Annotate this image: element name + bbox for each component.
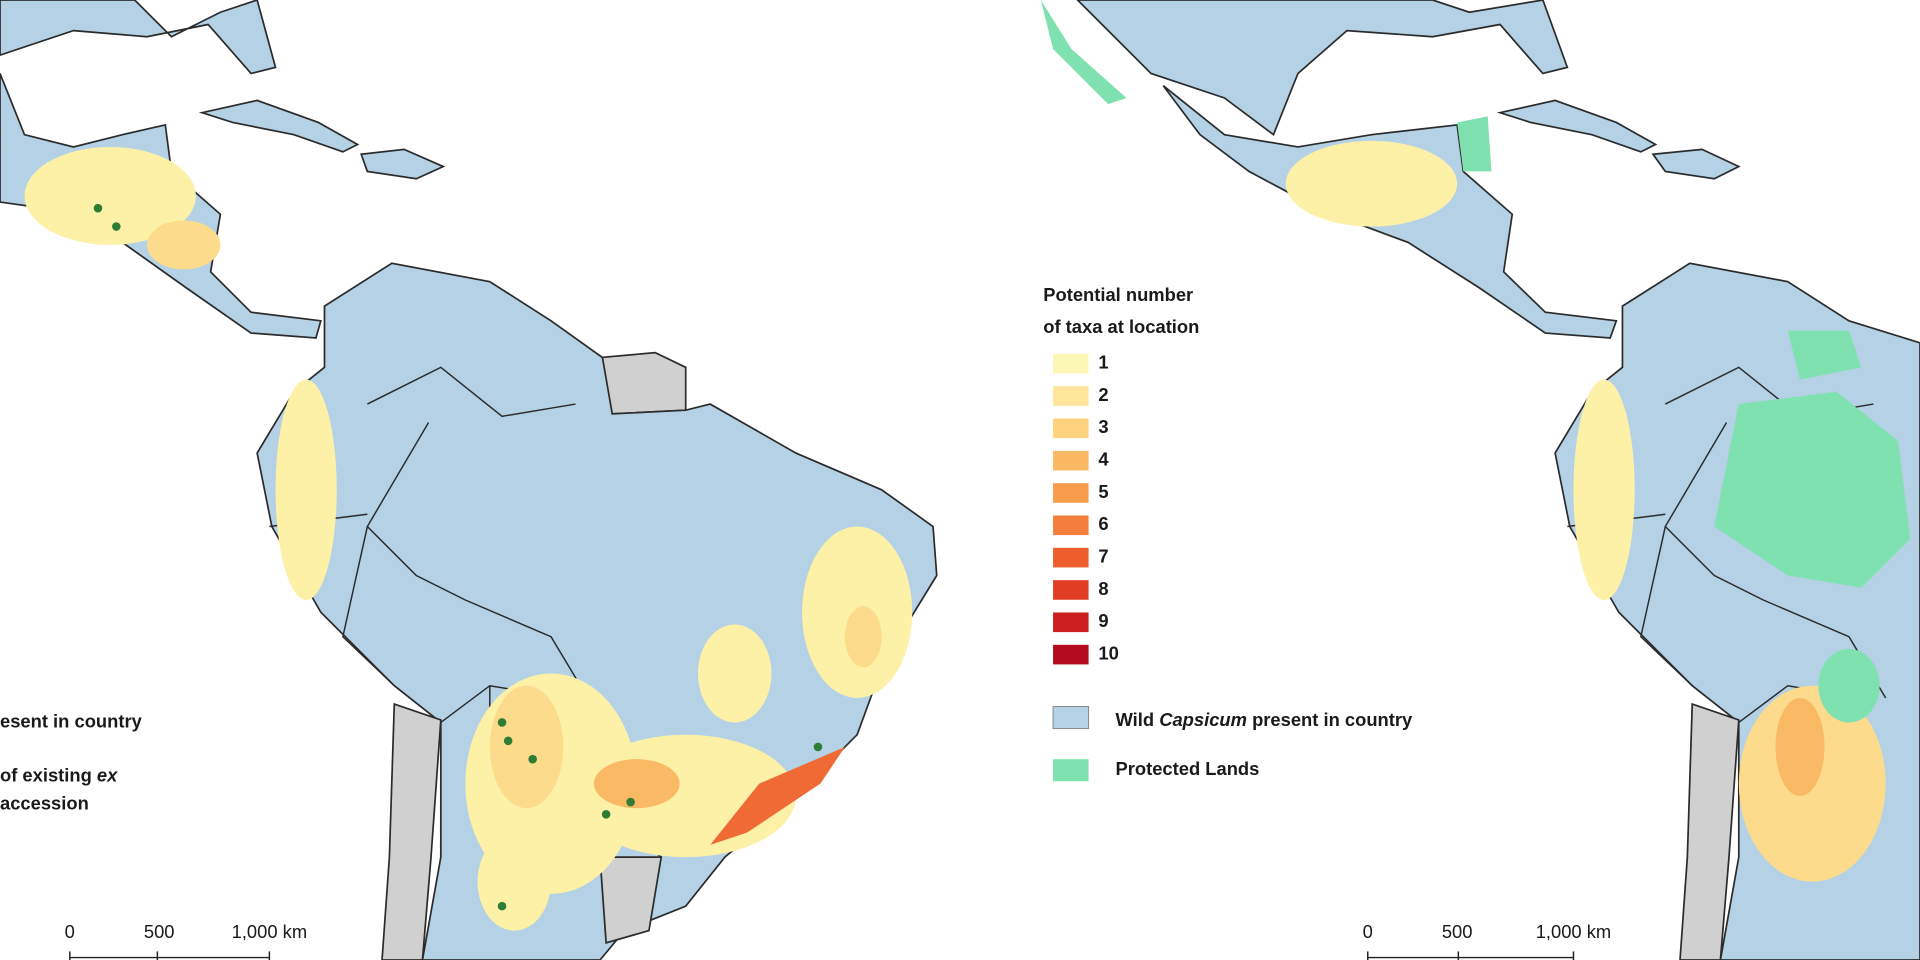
accession-point [497,718,507,727]
scale-bar: 0 500 1,000 km [65,921,307,942]
legend-label: 3 [1098,416,1108,437]
suitability-area [710,746,845,845]
cuba [1496,99,1658,153]
text-part: Capsicum [1159,709,1247,730]
scale-label: 0 [1363,921,1373,942]
scale-label: 500 [144,921,175,942]
accession-points [93,203,823,911]
accession-point [503,736,513,746]
accession-point [93,203,103,213]
legend-label: 7 [1098,545,1108,566]
accession-point [112,222,121,231]
suitability-area [697,624,772,723]
right-map: 0 500 1,000 km [1040,0,1920,960]
legend-swatch [1053,418,1089,439]
protected-area [1714,391,1911,588]
legend-fragment: of existing ex [0,764,118,785]
text-part: present in country [1252,709,1413,730]
accession-point [601,810,611,819]
country-borders [1567,366,1887,724]
suitability-area [24,146,196,245]
legend-swatch [1053,353,1089,374]
north-america [1076,0,1569,137]
legend-swatch [1053,612,1089,633]
accession-point [528,754,537,764]
protected-area [1787,330,1862,380]
suitability-area [593,759,680,809]
legend-swatch [1053,515,1089,536]
accession-point [813,742,823,752]
cuba [198,99,360,153]
suitability-area [146,220,221,270]
legend-swatch [1053,547,1089,568]
scale-bar-line [1367,951,1575,960]
legend-label: 9 [1098,610,1108,631]
protected-area [1040,0,1127,105]
uruguay [599,856,663,944]
suitability-area [1285,140,1458,227]
legend-fragment: accession [0,792,89,813]
accession-point [626,797,635,807]
suitability-area [844,606,882,668]
accession-point [497,901,507,911]
legend-swatch [1052,706,1090,730]
chile [1679,702,1740,960]
hispaniola [1651,148,1741,180]
legend-label: 4 [1098,448,1109,469]
scale-label: 1,000 km [232,921,308,942]
legend-swatch [1053,483,1089,503]
legend-label: 5 [1098,481,1108,502]
legend-label: Protected Lands [1116,758,1260,779]
legend: Potential number of taxa at location Wil… [1043,284,1414,782]
guianas [598,351,687,415]
legend-label: 10 [1098,642,1118,663]
scale-label: 1,000 km [1536,921,1612,942]
scale-label: 0 [65,921,75,942]
scale-bar: 0 500 1,000 km [1363,921,1612,942]
legend-swatch [1053,450,1089,471]
text-part: of existing [0,764,92,785]
suitability-area [275,379,337,600]
protected-area [1818,648,1880,723]
legend-fragment: esent in country [0,710,143,731]
legend-title: Potential number [1043,284,1193,305]
protected-area [1457,116,1492,172]
legend-label: 6 [1098,513,1108,534]
legend-swatch [1053,759,1089,782]
suitability-area [477,832,552,931]
chile [381,702,442,960]
legend-swatch [1053,386,1089,406]
legend-label: 2 [1098,384,1108,405]
scale-bar-line [69,951,271,960]
legend-swatch [1053,644,1089,665]
legend-label: 1 [1098,352,1108,373]
hispaniola [360,148,446,180]
text-part: ex [97,764,118,785]
left-map: esent in country of existing ex accessio… [0,0,938,960]
text-part: Wild [1116,709,1155,730]
suitability-area [489,685,564,809]
legend-label: 8 [1098,578,1108,599]
legend-swatch [1053,580,1089,600]
suitability-area [1775,697,1825,796]
north-america [0,0,277,75]
suitability-area [1573,379,1635,600]
legend-title: of taxa at location [1043,316,1199,337]
scale-label: 500 [1442,921,1473,942]
legend-label: Wild Capsicum present in country [1116,709,1414,730]
